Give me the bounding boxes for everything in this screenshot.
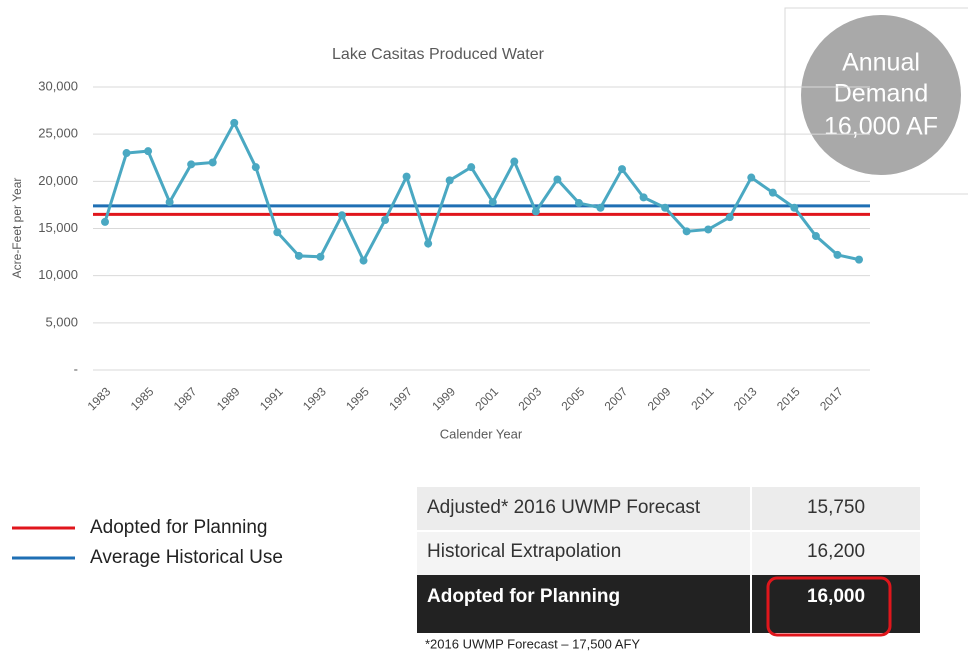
x-tick-label: 1983 xyxy=(85,384,114,413)
legend-label: Adopted for Planning xyxy=(90,517,267,538)
data-point xyxy=(101,217,109,226)
callout-text: Demand xyxy=(834,80,929,108)
table-row xyxy=(417,487,920,531)
highlight-box xyxy=(766,576,892,637)
table-cell: 15,750 xyxy=(807,497,865,518)
y-tick-label: 30,000 xyxy=(38,78,78,93)
x-tick-label: 2009 xyxy=(645,384,674,413)
data-point xyxy=(122,149,131,158)
data-point xyxy=(618,165,627,174)
table-cell: 16,000 xyxy=(807,586,865,607)
y-tick-label: 10,000 xyxy=(38,267,78,282)
callout-circle xyxy=(801,15,961,175)
table-cell: Adjusted* 2016 UWMP Forecast xyxy=(427,497,701,518)
x-tick-label: 1989 xyxy=(214,384,243,413)
data-point xyxy=(251,163,260,172)
data-point xyxy=(639,193,648,202)
data-point xyxy=(682,227,691,236)
data-point xyxy=(424,239,433,248)
data-point xyxy=(747,173,756,182)
data-point xyxy=(208,158,217,167)
y-axis-label: Acre-Feet per Year xyxy=(10,178,24,279)
y-tick-label: 5,000 xyxy=(45,314,78,329)
data-point xyxy=(165,198,174,207)
data-point xyxy=(661,203,670,212)
data-point xyxy=(790,203,799,212)
legend-label: Average Historical Use xyxy=(90,547,283,568)
table-row xyxy=(417,531,920,575)
x-tick-label: 2007 xyxy=(602,384,631,413)
x-tick-label: 1997 xyxy=(386,384,415,413)
data-point xyxy=(811,232,820,241)
x-tick-label: 2017 xyxy=(817,384,846,413)
data-point xyxy=(704,225,713,234)
data-point xyxy=(596,203,605,212)
x-tick-label: 2003 xyxy=(515,384,544,413)
y-tick-label: 15,000 xyxy=(38,220,78,235)
data-point xyxy=(230,118,239,127)
x-tick-label: 2001 xyxy=(472,384,501,413)
table-cell: Adopted for Planning xyxy=(427,586,620,607)
data-point xyxy=(531,207,540,216)
chart-title: Lake Casitas Produced Water xyxy=(332,46,545,63)
data-point xyxy=(553,175,562,184)
y-tick-label: 25,000 xyxy=(38,126,78,141)
data-point xyxy=(855,255,863,264)
data-point xyxy=(273,228,282,237)
data-point xyxy=(144,147,153,156)
y-tick-label: 20,000 xyxy=(38,173,78,188)
table-cell: 16,200 xyxy=(807,541,865,562)
data-point xyxy=(187,160,196,169)
data-point xyxy=(725,213,734,222)
x-tick-label: 2011 xyxy=(688,384,716,412)
x-tick-label: 1985 xyxy=(128,384,157,413)
table-cell: Historical Extrapolation xyxy=(427,541,621,562)
data-point xyxy=(359,256,368,265)
data-point xyxy=(768,188,777,197)
callout-text: Annual xyxy=(842,49,920,77)
x-axis-label: Calender Year xyxy=(440,426,523,441)
data-point xyxy=(488,198,497,207)
line-series xyxy=(103,119,860,264)
x-tick-label: 1987 xyxy=(171,384,200,413)
x-tick-label: 2013 xyxy=(731,384,760,413)
data-point xyxy=(294,251,303,260)
data-point xyxy=(337,211,346,220)
table-row xyxy=(417,575,920,633)
data-point xyxy=(574,199,583,208)
data-point xyxy=(467,163,476,172)
data-point xyxy=(833,250,842,259)
data-point xyxy=(402,172,411,181)
data-point xyxy=(445,176,454,185)
x-tick-label: 1995 xyxy=(343,384,372,413)
x-tick-label: 2015 xyxy=(774,384,803,413)
x-tick-label: 1999 xyxy=(429,384,458,413)
x-tick-label: 2005 xyxy=(559,384,588,413)
footnote: *2016 UWMP Forecast – 17,500 AFY xyxy=(425,636,640,651)
data-point xyxy=(316,252,325,261)
y-tick-label: - xyxy=(74,361,78,376)
data-point xyxy=(381,216,390,225)
x-tick-label: 1991 xyxy=(257,384,286,413)
callout-text: 16,000 AF xyxy=(824,113,938,141)
data-point xyxy=(510,157,519,166)
x-tick-label: 1993 xyxy=(300,384,329,413)
